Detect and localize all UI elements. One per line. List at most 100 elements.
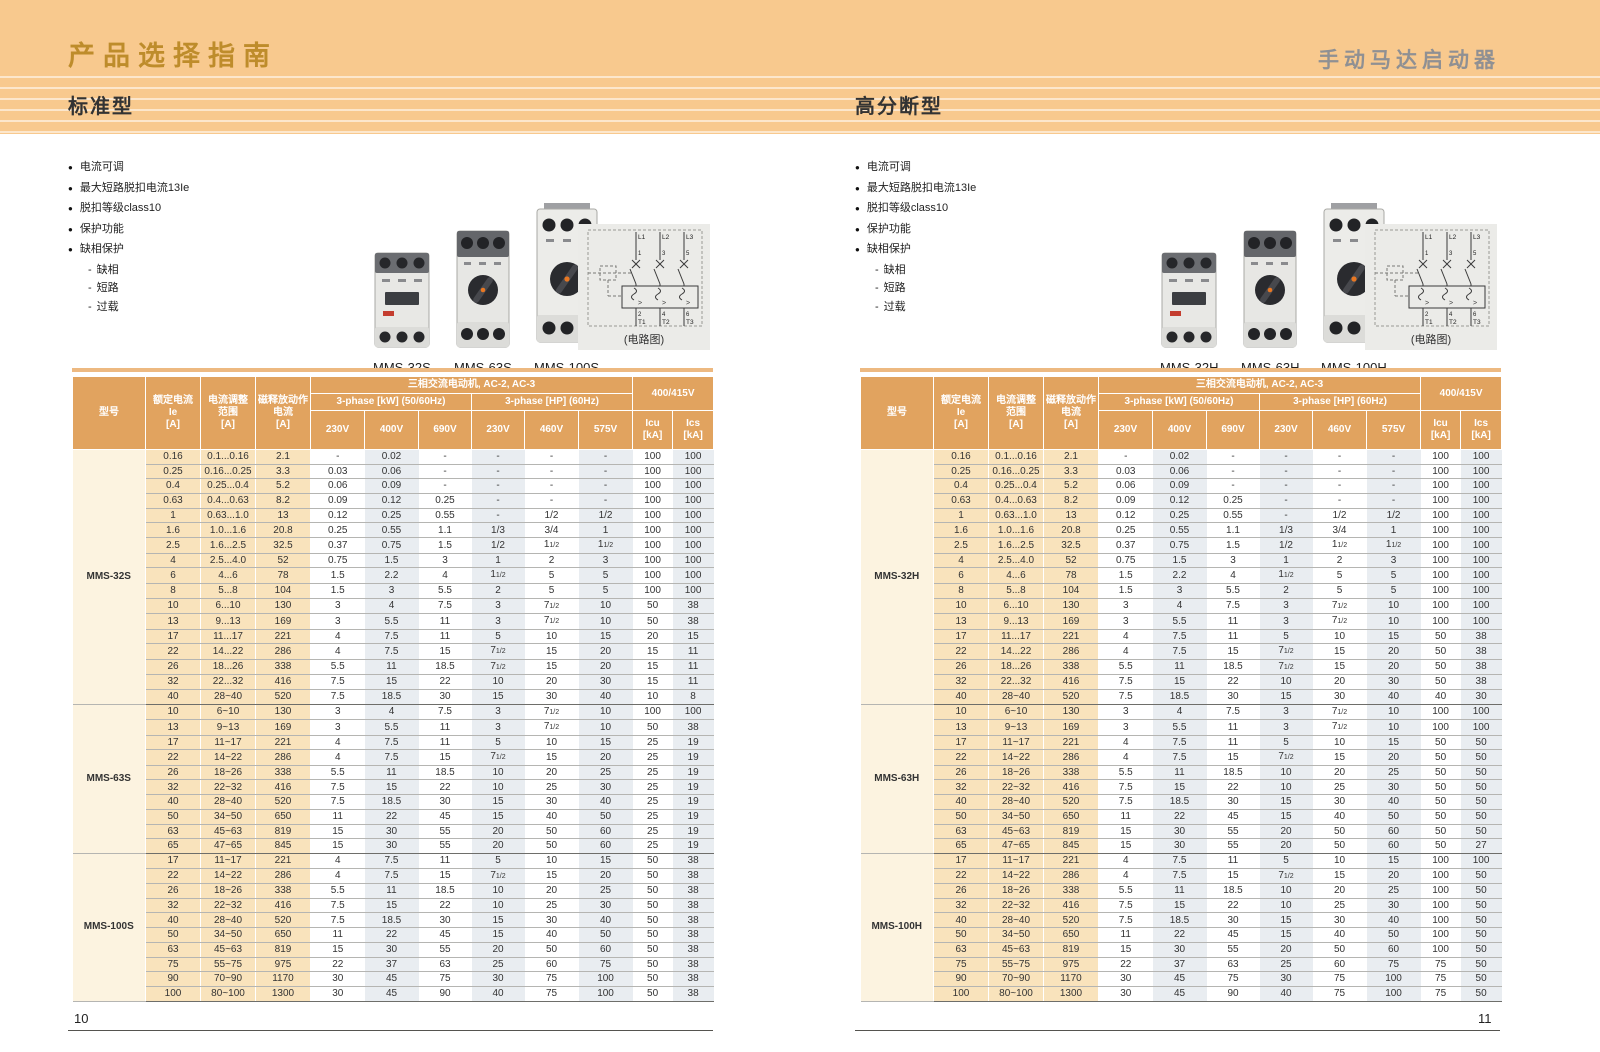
- table-row: 50 34~50 650 11 22 45 15 40 50 25 19: [73, 809, 714, 825]
- cell-kw-690v: 1.1: [418, 522, 472, 539]
- cell-hp-460v: 50: [524, 824, 579, 840]
- cell-kw-690v: 11: [1206, 853, 1260, 869]
- cell-magnetic: 1170: [255, 971, 311, 987]
- cell-ie: 0.16: [933, 449, 989, 465]
- table-row: 0.4 0.25...0.4 5.2 0.06 0.09- - - -100 100: [73, 478, 714, 495]
- cell-hp-230v: 15: [1259, 912, 1313, 929]
- cell-ics: 38: [672, 942, 714, 958]
- cell-hp-460v: 30: [1312, 689, 1367, 705]
- cell-icu: 50: [1420, 735, 1461, 751]
- cell-ics: 50: [1460, 971, 1502, 987]
- cell-ics: 50: [1460, 942, 1502, 958]
- cell-kw-400v: 22: [364, 809, 419, 825]
- table-row: 22 14~22 286 4 7.5 15 71/2 15 20 100 50: [861, 868, 1502, 885]
- circuit-schematic: > L1 1 2 T1 > L2 3 4 T2 > L3 5 6 T3: [1365, 224, 1497, 335]
- table-top-rule: [860, 368, 1501, 372]
- cell-hp-460v: 15: [1312, 643, 1367, 660]
- cell-kw-690v: 11: [1206, 629, 1260, 645]
- cell-hp-230v: 3: [1259, 719, 1313, 736]
- cell-kw-690v: 0.55: [418, 508, 472, 524]
- cell-hp-575v: 30: [1366, 898, 1421, 914]
- cell-ics: 50: [1460, 749, 1502, 766]
- cell-kw-230v: 0.25: [1098, 522, 1153, 539]
- cell-kw-230v: 0.37: [1098, 537, 1153, 554]
- cell-kw-230v: 3: [310, 704, 365, 721]
- cell-kw-230v: -: [310, 449, 365, 465]
- cell-magnetic: 338: [1043, 765, 1099, 781]
- cell-range: 0.16...0.25: [988, 464, 1044, 480]
- feature-text: 短路: [96, 282, 119, 294]
- product-image-mms32: MMS-32S: [373, 252, 431, 375]
- cell-range: 9~13: [988, 719, 1044, 736]
- cell-ics: 38: [672, 957, 714, 973]
- cell-kw-230v: 7.5: [1098, 674, 1153, 690]
- cell-ie: 22: [145, 749, 201, 766]
- header-voltage-0: 230V: [1098, 410, 1153, 450]
- cell-ie: 40: [933, 912, 989, 929]
- cell-kw-690v: 7.5: [1206, 704, 1260, 721]
- cell-hp-460v: 71/2: [1312, 598, 1367, 614]
- cell-hp-460v: 50: [1312, 824, 1367, 840]
- cell-kw-400v: 0.12: [1152, 493, 1207, 509]
- cell-kw-690v: 22: [418, 779, 472, 796]
- cell-ie: 13: [933, 719, 989, 736]
- cell-hp-230v: 10: [471, 674, 525, 690]
- cell-ie: 63: [933, 824, 989, 840]
- cell-hp-575v: 30: [578, 898, 633, 914]
- cell-kw-230v: 4: [1098, 868, 1153, 885]
- cell-ie: 32: [933, 674, 989, 690]
- cell-kw-690v: 55: [418, 824, 472, 840]
- cell-range: 0.1...0.16: [988, 449, 1044, 465]
- cell-kw-690v: 90: [1206, 986, 1260, 1002]
- cell-kw-230v: 0.03: [1098, 464, 1153, 480]
- feature-text: 保护功能: [79, 222, 124, 235]
- cell-ie: 17: [145, 629, 201, 645]
- cell-icu: 100: [1420, 567, 1461, 584]
- cell-hp-575v: 15: [578, 735, 633, 751]
- svg-text:L1: L1: [638, 234, 646, 241]
- cell-kw-400v: 0.75: [1152, 537, 1207, 554]
- cell-hp-575v: -: [1366, 449, 1421, 465]
- product-image-mms63: MMS-63S: [454, 230, 512, 375]
- cell-hp-460v: 10: [1312, 735, 1367, 751]
- table-row: 65 47~65 845 15 30 55 20 50 60 25 19: [73, 838, 714, 854]
- cell-hp-575v: -: [1366, 493, 1421, 509]
- cell-kw-230v: 7.5: [1098, 794, 1153, 810]
- cell-kw-400v: 3: [1152, 583, 1207, 599]
- cell-icu: 25: [632, 838, 673, 854]
- cell-ie: 0.63: [933, 493, 989, 509]
- model-cell: MMS-100S: [72, 853, 146, 1002]
- list-item: ● 最大短路脱扣电流13Ie: [855, 179, 1085, 195]
- cell-range: 28~40: [200, 794, 256, 810]
- cell-range: 1.0...1.6: [988, 522, 1044, 539]
- cell-kw-230v: 7.5: [310, 779, 365, 796]
- cell-kw-400v: 1.5: [1152, 553, 1207, 569]
- cell-ie: 26: [933, 765, 989, 781]
- cell-icu: 100: [632, 704, 673, 721]
- cell-hp-230v: 10: [1259, 674, 1313, 690]
- feature-text: 缺相保护: [79, 243, 124, 255]
- cell-hp-230v: 5: [471, 629, 525, 645]
- cell-kw-690v: 55: [1206, 838, 1260, 854]
- table-row: 1 0.63...1.0 13 0.12 0.25 0.55-1/2 1/2 100 100: [861, 508, 1502, 524]
- cell-hp-230v: 5: [1259, 629, 1313, 645]
- table-row: 40 28~40 520 7.5 18.5 30 15 30 40 40 30: [861, 689, 1502, 705]
- table-row: 10 6...10 130 3 4 7.5 3 71/2 10 100 100: [861, 598, 1502, 614]
- cell-hp-575v: 40: [578, 794, 633, 810]
- table-row: 26 18...26 338 5.5 11 18.5 71/2 15 20 50 38: [861, 659, 1502, 676]
- cell-range: 0.63...1.0: [200, 508, 256, 524]
- header-hp-group: 3-phase [HP] (60Hz): [1258, 393, 1422, 411]
- cell-hp-575v: 30: [578, 674, 633, 690]
- cell-kw-690v: 11: [418, 853, 472, 869]
- cell-magnetic: 520: [255, 794, 311, 810]
- cell-magnetic: 221: [1043, 629, 1099, 645]
- table-row: 26 18...26 338 5.5 11 18.5 71/2 15 20 15 11: [73, 659, 714, 676]
- cell-icu: 25: [632, 794, 673, 810]
- cell-hp-230v: 71/2: [1259, 868, 1313, 885]
- cell-ie: 32: [145, 674, 201, 690]
- cell-ics: 100: [672, 704, 714, 721]
- cell-hp-575v: -: [578, 464, 633, 480]
- table-row: 17 11~17 221 4 7.5 11 5 10 15 25 19: [73, 735, 714, 751]
- cell-hp-460v: 2: [524, 553, 579, 569]
- cell-kw-690v: 0.25: [418, 493, 472, 509]
